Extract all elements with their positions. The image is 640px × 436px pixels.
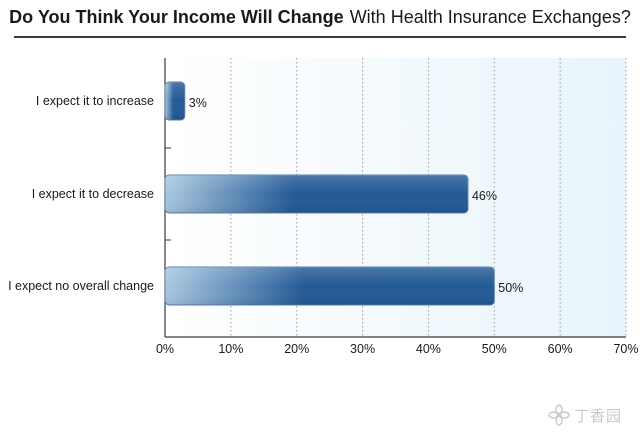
bar-shine-1	[165, 82, 185, 120]
category-label-3: I expect no overall change	[8, 279, 154, 293]
x-tick-label-70: 70%	[613, 342, 638, 356]
bar-value-label-2: 46%	[472, 189, 497, 203]
x-tick-label-50: 50%	[482, 342, 507, 356]
category-label-2: I expect it to decrease	[32, 187, 154, 201]
chart-title-bold: Do You Think Your Income Will Change	[9, 6, 344, 27]
labels: 0% 10% 20% 30% 40% 50% 60% 70% 3% I expect it to …	[8, 94, 638, 356]
category-label-1: I expect it to increase	[36, 94, 154, 108]
watermark-text: 丁香园	[573, 407, 622, 425]
x-tick-label-0: 0%	[156, 342, 174, 356]
chart-title: Do You Think Your Income Will Change Wit…	[0, 0, 640, 34]
bar-shine-2	[165, 175, 468, 213]
watermark: 丁香园	[548, 404, 622, 426]
bars	[164, 81, 495, 306]
x-tick-label-30: 30%	[350, 342, 375, 356]
flower-logo-icon	[548, 404, 570, 426]
chart-title-rest: With Health Insurance Exchanges?	[349, 6, 631, 27]
x-tick-label-10: 10%	[218, 342, 243, 356]
bar-value-label-3: 50%	[498, 281, 523, 295]
bar-value-label-1: 3%	[189, 96, 207, 110]
bar-shine-3	[165, 267, 495, 305]
title-underline	[14, 36, 626, 38]
x-tick-label-60: 60%	[548, 342, 573, 356]
x-tick-label-20: 20%	[284, 342, 309, 356]
x-tick-label-40: 40%	[416, 342, 441, 356]
